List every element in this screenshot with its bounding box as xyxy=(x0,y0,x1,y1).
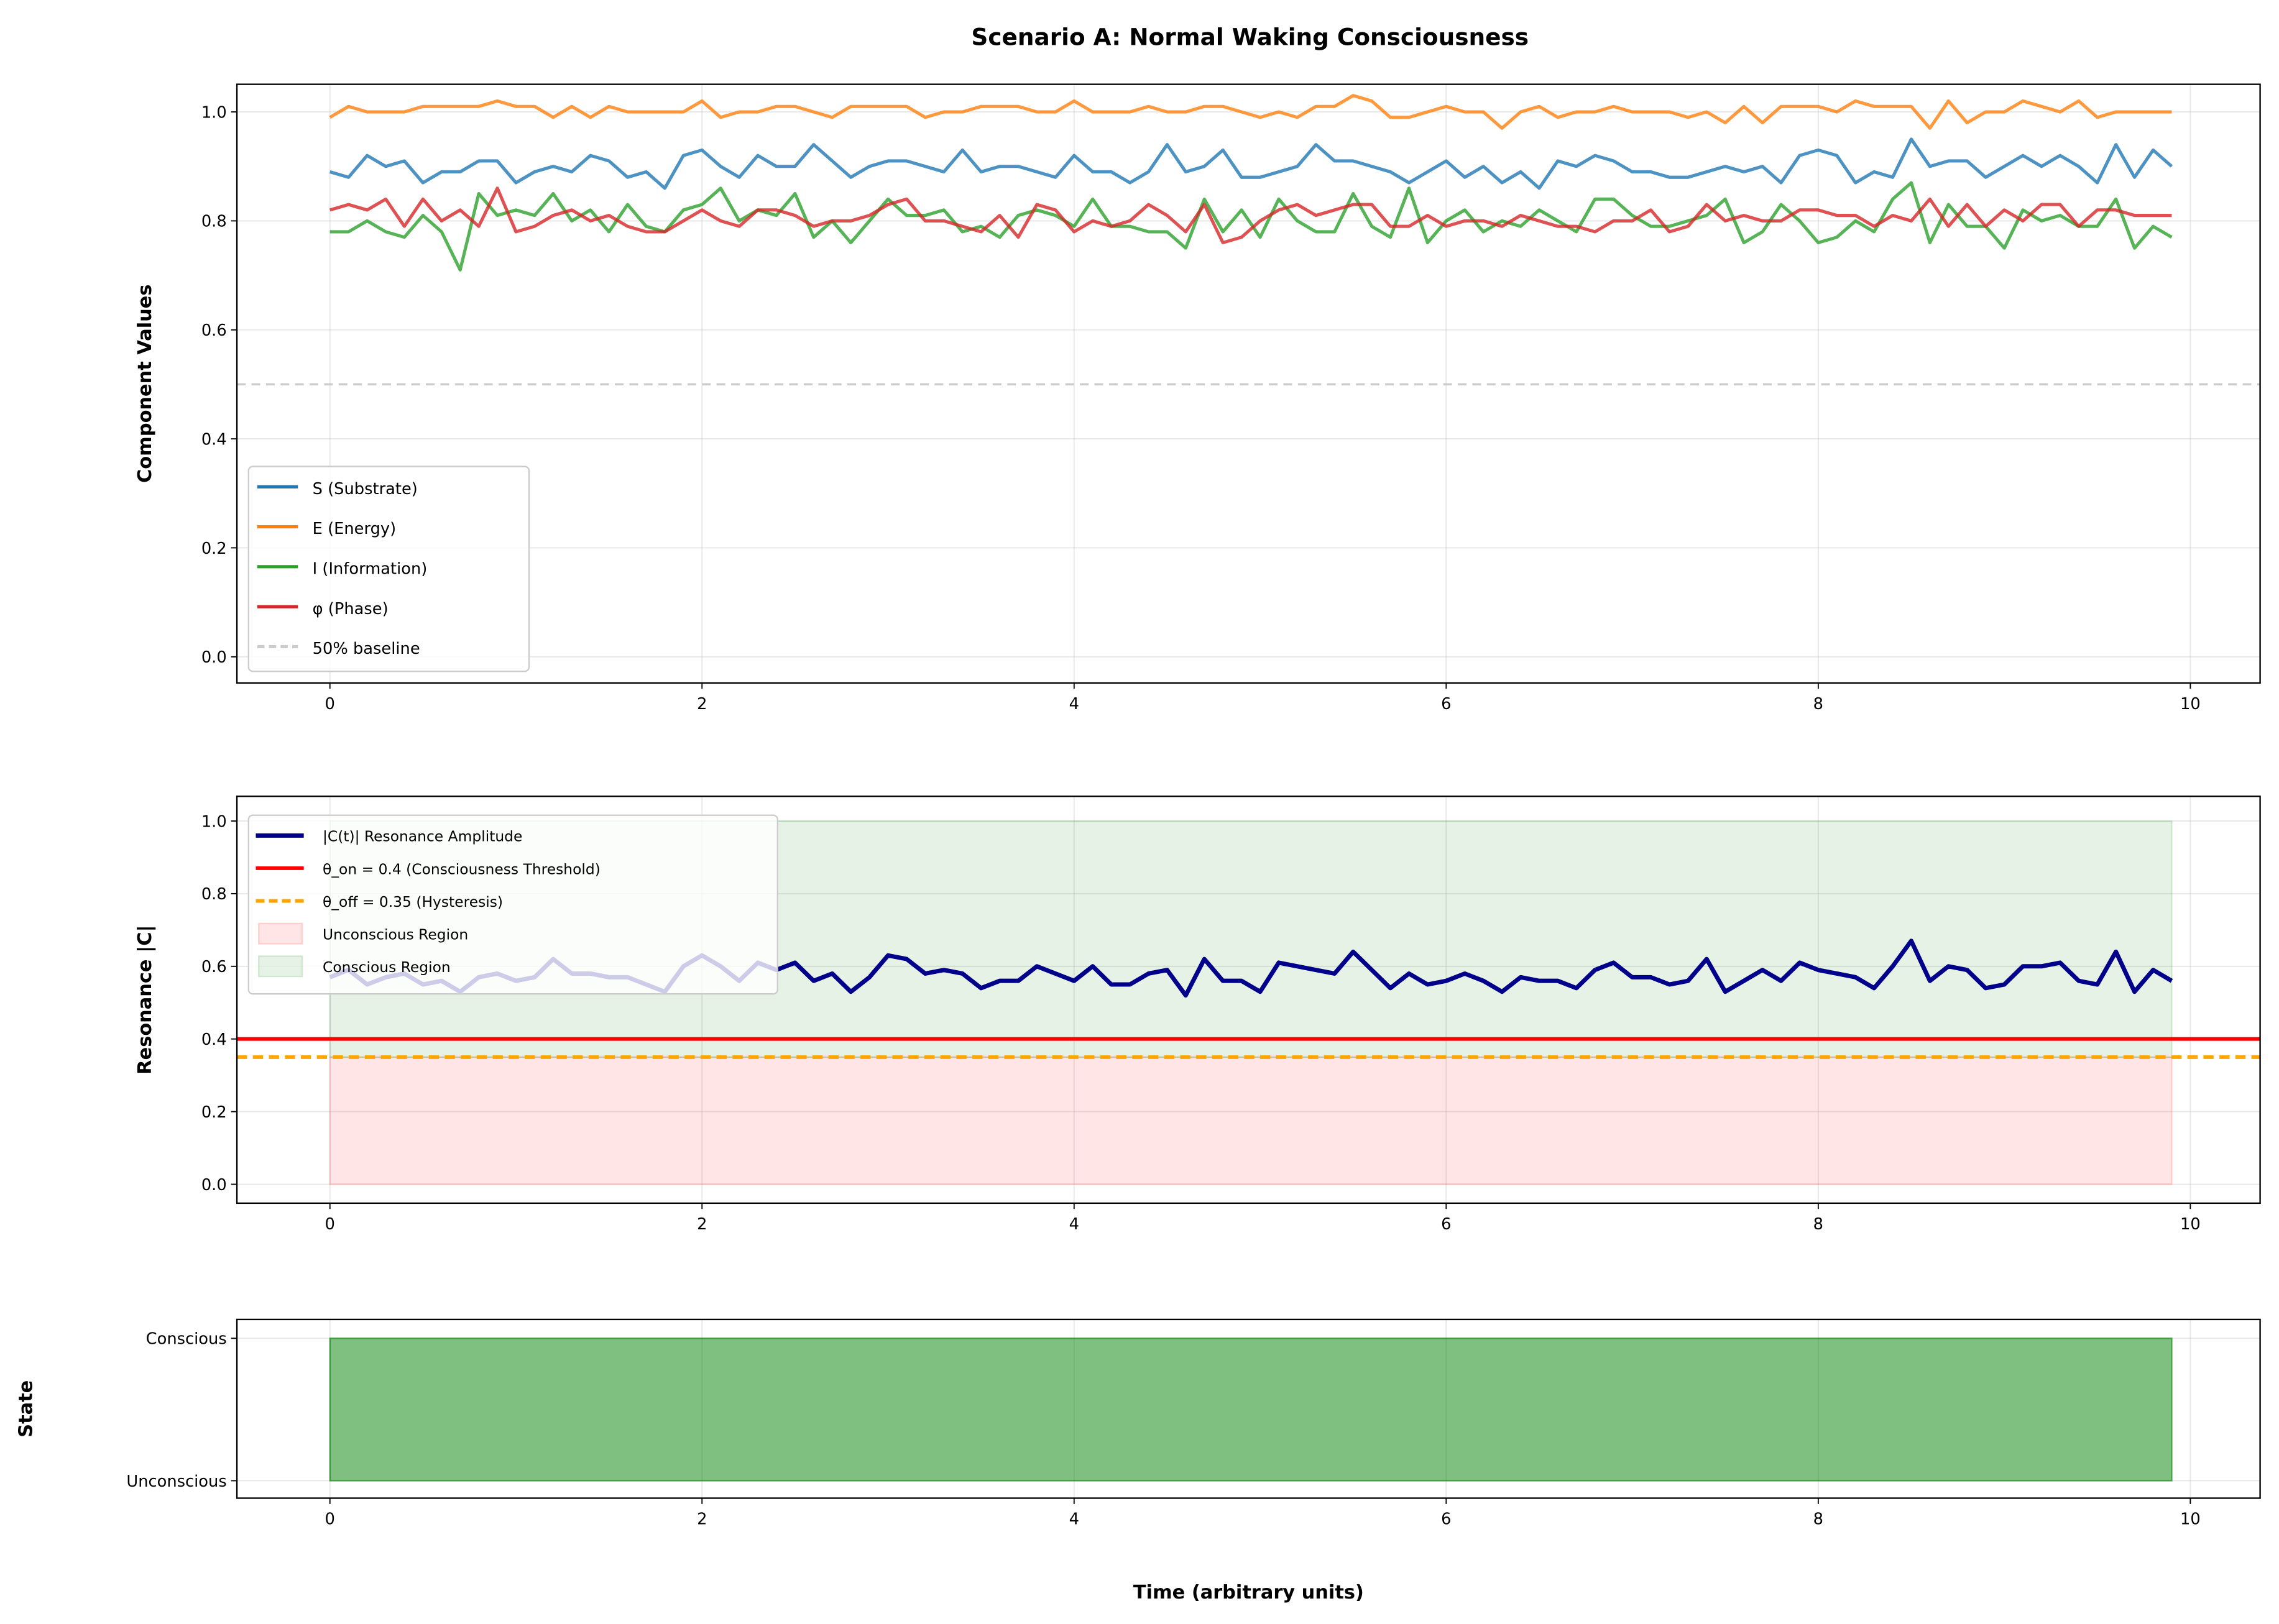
x-tick-label: 6 xyxy=(1441,695,1451,713)
x-tick-label: 2 xyxy=(697,695,707,713)
y-tick-label: 0.0 xyxy=(201,1176,227,1195)
y-tick-label: 0.0 xyxy=(201,648,227,667)
legend-label: S (Substrate) xyxy=(313,480,418,498)
axes-frame xyxy=(236,796,2261,1204)
y-tick-label: Conscious xyxy=(146,1330,227,1349)
axes-frame xyxy=(236,1318,2261,1499)
x-tick-label: 0 xyxy=(325,695,335,713)
region-0 xyxy=(329,1056,2173,1185)
legend-label: Conscious Region xyxy=(323,958,451,976)
series-line-2 xyxy=(329,181,2173,272)
legend-label: E (Energy) xyxy=(313,520,396,538)
y-tick-label: 1.0 xyxy=(201,812,227,831)
legend-box xyxy=(247,466,530,672)
y-tick-label: 0.6 xyxy=(201,321,227,340)
x-tick-label: 4 xyxy=(1069,695,1079,713)
legend-label: θ_off = 0.35 (Hysteresis) xyxy=(323,893,503,911)
legend-box xyxy=(247,814,779,995)
x-tick-label: 0 xyxy=(325,1510,335,1529)
legend-label: θ_on = 0.4 (Consciousness Threshold) xyxy=(323,860,601,878)
legend-label: I (Information) xyxy=(313,560,428,579)
x-tick-label: 4 xyxy=(1069,1215,1079,1234)
x-tick-label: 10 xyxy=(2180,1510,2201,1529)
x-tick-label: 8 xyxy=(1813,1510,1823,1529)
y-tick-label: Unconscious xyxy=(126,1472,226,1491)
x-tick-label: 10 xyxy=(2180,695,2201,713)
series-line-0 xyxy=(329,137,2173,190)
legend: |C(t)| Resonance Amplitude θ_on = 0.4 (Co… xyxy=(247,814,779,995)
legend-label: φ (Phase) xyxy=(313,600,389,618)
series-line-1 xyxy=(329,94,2172,130)
legend-label: |C(t)| Resonance Amplitude xyxy=(323,828,522,845)
x-tick-label: 6 xyxy=(1441,1215,1451,1234)
x-tick-label: 8 xyxy=(1813,1215,1823,1234)
y-tick-label: 0.4 xyxy=(201,430,227,449)
x-tick-label: 2 xyxy=(697,1215,707,1234)
y-tick-label: 0.8 xyxy=(201,885,227,904)
x-tick-label: 2 xyxy=(697,1510,707,1529)
components-panel: 0 2 4 6 8 10 0.0 0.2 0.4 0.6 0.8 1.0 Component Value… xyxy=(134,83,2261,713)
x-tick-label: 4 xyxy=(1069,1510,1079,1529)
series-line-3 xyxy=(329,186,2172,245)
x-tick-label: 6 xyxy=(1441,1510,1451,1529)
legend: S (Substrate) E (Energy) I (Information) φ … xyxy=(247,466,530,672)
x-tick-label: 10 xyxy=(2180,1215,2201,1234)
y-tick-label: 1.0 xyxy=(201,103,227,122)
y-axis-label: Component Values xyxy=(134,285,156,483)
y-tick-label: 0.2 xyxy=(201,539,227,558)
legend-swatch xyxy=(257,922,303,945)
y-tick-label: 0.2 xyxy=(201,1103,227,1122)
axes-frame xyxy=(236,83,2261,684)
x-tick-label: 0 xyxy=(325,1215,335,1234)
state-panel: 0 2 4 6 8 10 Unconscious Conscious State Time (ar… xyxy=(15,1318,2261,1603)
y-tick-label: 0.4 xyxy=(201,1030,227,1049)
y-axis-label: Resonance |C| xyxy=(134,925,156,1074)
y-tick-label: 0.8 xyxy=(201,213,227,231)
x-tick-label: 8 xyxy=(1813,695,1823,713)
legend-label: 50% baseline xyxy=(313,640,420,658)
conscious-state-area xyxy=(329,1337,2173,1482)
resonance-panel: 0 2 4 6 8 10 0.0 0.2 0.4 0.6 0.8 1.0 Resonance |C| |C… xyxy=(134,796,2261,1234)
x-axis-label: Time (arbitrary units) xyxy=(1133,1582,1364,1603)
y-tick-label: 0.6 xyxy=(201,958,227,976)
legend-label: Unconscious Region xyxy=(323,926,468,943)
figure-title: Scenario A: Normal Waking Consciousness xyxy=(971,23,1529,50)
y-axis-label: State xyxy=(15,1380,37,1438)
legend-swatch xyxy=(257,955,303,978)
